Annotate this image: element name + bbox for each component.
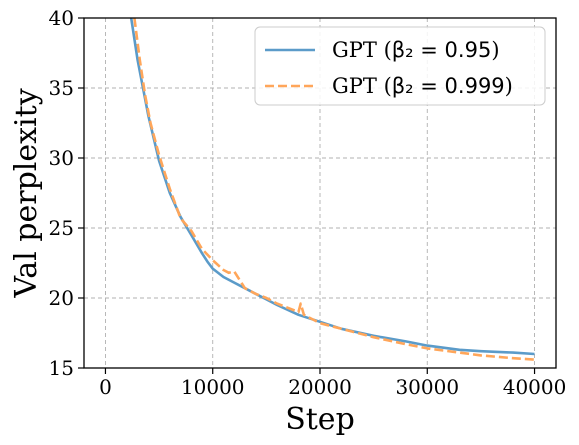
y-axis-label: Val perplexity	[9, 88, 44, 298]
x-tick-label: 30000	[395, 375, 459, 399]
legend: GPT (β₂ = 0.95)GPT (β₂ = 0.999)	[254, 26, 546, 106]
legend-label-math: β₂ = 0.95	[392, 38, 492, 62]
legend-label-math: β₂ = 0.999	[392, 74, 505, 98]
y-tick-label: 30	[49, 146, 74, 170]
series-lines	[129, 18, 535, 361]
x-tick-label: 20000	[288, 375, 352, 399]
legend-label-1: GPT (β₂ = 0.95)	[332, 38, 500, 62]
x-tick-label: 0	[99, 375, 112, 399]
legend-label-suffix: )	[491, 38, 499, 62]
y-tick-label: 40	[49, 6, 74, 30]
legend-label-2: GPT (β₂ = 0.999)	[332, 74, 513, 98]
legend-box	[254, 26, 546, 106]
y-tick-label: 25	[49, 216, 74, 240]
legend-label-prefix: GPT (	[332, 74, 392, 98]
y-tick-label: 15	[49, 356, 74, 380]
series-line-2	[133, 18, 535, 361]
x-axis-label: Step	[285, 402, 355, 437]
x-tick-label: 10000	[181, 375, 245, 399]
legend-label-prefix: GPT (	[332, 38, 392, 62]
legend-label-suffix: )	[505, 74, 513, 98]
ticks: 0 10000 20000 30000 40000 15 20 25 30 35 40	[49, 6, 567, 399]
x-tick-label: 40000	[503, 375, 567, 399]
y-tick-label: 35	[49, 76, 74, 100]
y-tick-label: 20	[49, 286, 74, 310]
